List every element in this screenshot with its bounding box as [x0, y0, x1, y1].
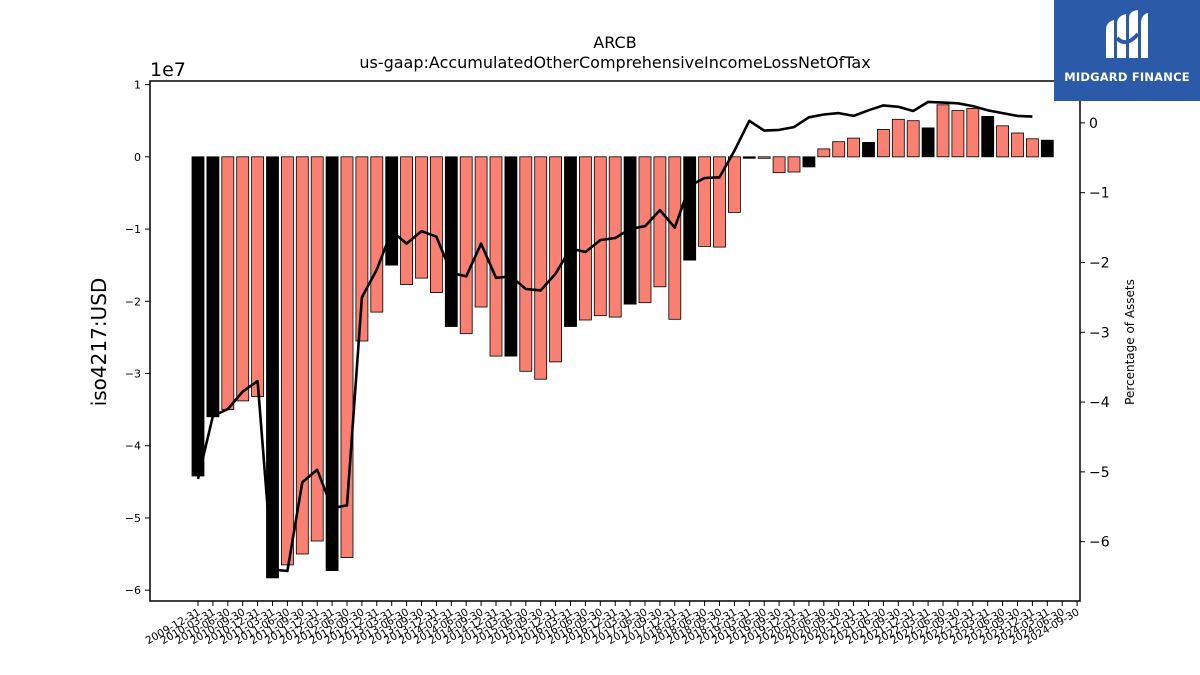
y2-axis-label: Percentage of Assets — [1123, 279, 1137, 405]
bar-2018-03-31 — [683, 156, 697, 261]
bar-2023-03-31 — [981, 116, 995, 158]
y-tick-label: 0 — [134, 151, 141, 164]
brand-name: MIDGARD FINANCE — [1064, 70, 1190, 84]
brand-logo: MIDGARD FINANCE — [1054, 0, 1200, 101]
bar-2014-03-31 — [444, 156, 458, 327]
y-tick-label: 1 — [134, 79, 141, 92]
y-axis-label: iso4217:USD — [87, 278, 111, 407]
bar-2024-03-31 — [1040, 139, 1054, 158]
bar-2022-12-31 — [966, 108, 980, 158]
bar-series — [191, 104, 1054, 579]
y-tick-label: −3 — [125, 368, 141, 381]
bar-2009-12-31 — [191, 156, 205, 477]
y2-tick-label: −3 — [1089, 325, 1110, 341]
y-tick-label: −1 — [125, 223, 141, 236]
y2-tick-label: 0 — [1089, 116, 1098, 132]
bar-2018-09-30 — [713, 156, 726, 248]
bar-2023-06-30 — [996, 125, 1009, 158]
x-axis-ticks: 2009-12-312010-03-312010-06-302010-09-30… — [144, 601, 1082, 647]
bar-2022-09-30 — [951, 110, 965, 158]
bar-2012-03-31 — [325, 156, 339, 571]
percent-of-assets-line — [196, 100, 1033, 573]
bar-2021-03-31 — [862, 141, 875, 158]
bar-2011-03-31 — [266, 156, 279, 579]
bar-2019-09-30 — [772, 156, 786, 174]
bar-2021-12-31 — [906, 120, 920, 158]
bar-2021-09-30 — [891, 118, 905, 158]
y2-tick-label: −6 — [1089, 535, 1110, 551]
chart-title: ARCB — [593, 33, 636, 52]
bar-2020-06-30 — [817, 148, 831, 158]
y-tick-label: −4 — [125, 440, 141, 453]
bar-2014-12-31 — [489, 156, 503, 357]
y-axis-scale-label: 1e7 — [150, 59, 186, 81]
bar-2014-09-30 — [474, 156, 488, 308]
bar-2023-09-30 — [1011, 132, 1024, 158]
bar-2012-12-31 — [370, 156, 384, 313]
bar-2011-06-30 — [280, 156, 294, 566]
y2-axis-ticks: 0 −1 −2 −3 −4 −5 −6 — [1080, 116, 1110, 551]
bar-2014-06-30 — [459, 156, 473, 335]
bar-2022-03-31 — [921, 127, 935, 158]
bar-2021-06-30 — [877, 128, 890, 158]
y2-tick-label: −2 — [1089, 255, 1110, 271]
bar-2019-03-31 — [742, 156, 756, 159]
bar-2012-09-30 — [355, 156, 369, 342]
bar-2011-12-31 — [310, 156, 324, 542]
bar-2010-06-30 — [221, 156, 235, 411]
chart-subtitle: us-gaap:AccumulatedOtherComprehensiveInc… — [359, 53, 870, 72]
bar-2016-06-30 — [579, 156, 592, 321]
bar-2013-06-30 — [400, 156, 414, 286]
midgard-logo-icon — [1106, 10, 1148, 58]
bar-2011-09-30 — [295, 156, 309, 555]
bar-2015-09-30 — [534, 156, 548, 380]
bar-2013-03-31 — [385, 156, 399, 266]
plot-frame — [149, 80, 1081, 602]
bar-2015-12-31 — [549, 156, 562, 363]
bar-2010-12-31 — [251, 156, 265, 398]
bar-2018-12-31 — [728, 156, 741, 213]
bar-2019-06-30 — [757, 156, 771, 159]
y-axis-ticks: 1 0 −1 −2 −3 −4 −5 −6 — [125, 79, 150, 597]
bar-2022-06-30 — [936, 104, 950, 158]
y2-tick-label: −4 — [1089, 395, 1110, 411]
bar-2017-06-30 — [638, 156, 652, 304]
bar-2020-03-31 — [802, 156, 816, 168]
bar-2013-09-30 — [415, 156, 428, 279]
bar-2015-06-30 — [519, 156, 533, 372]
bar-2010-03-31 — [206, 156, 220, 418]
bar-2018-06-30 — [698, 156, 711, 247]
bar-2016-03-31 — [564, 156, 577, 327]
bar-2020-09-30 — [832, 141, 846, 158]
bar-2013-12-31 — [429, 156, 443, 294]
bar-2017-09-30 — [653, 156, 667, 288]
y-tick-label: −2 — [125, 295, 141, 308]
y-tick-label: −5 — [125, 512, 141, 525]
bar-2019-12-31 — [787, 156, 801, 173]
bar-2020-12-31 — [847, 137, 860, 158]
bar-2010-09-30 — [236, 156, 250, 402]
y2-tick-label: −5 — [1089, 465, 1110, 481]
bar-2017-12-31 — [668, 156, 682, 320]
y-tick-label: −6 — [125, 584, 141, 597]
bar-2015-03-31 — [504, 156, 518, 357]
y2-tick-label: −1 — [1089, 186, 1110, 202]
bar-2023-12-31 — [1026, 138, 1039, 158]
percent-line-series — [196, 100, 1033, 573]
bar-2016-09-30 — [593, 156, 607, 317]
